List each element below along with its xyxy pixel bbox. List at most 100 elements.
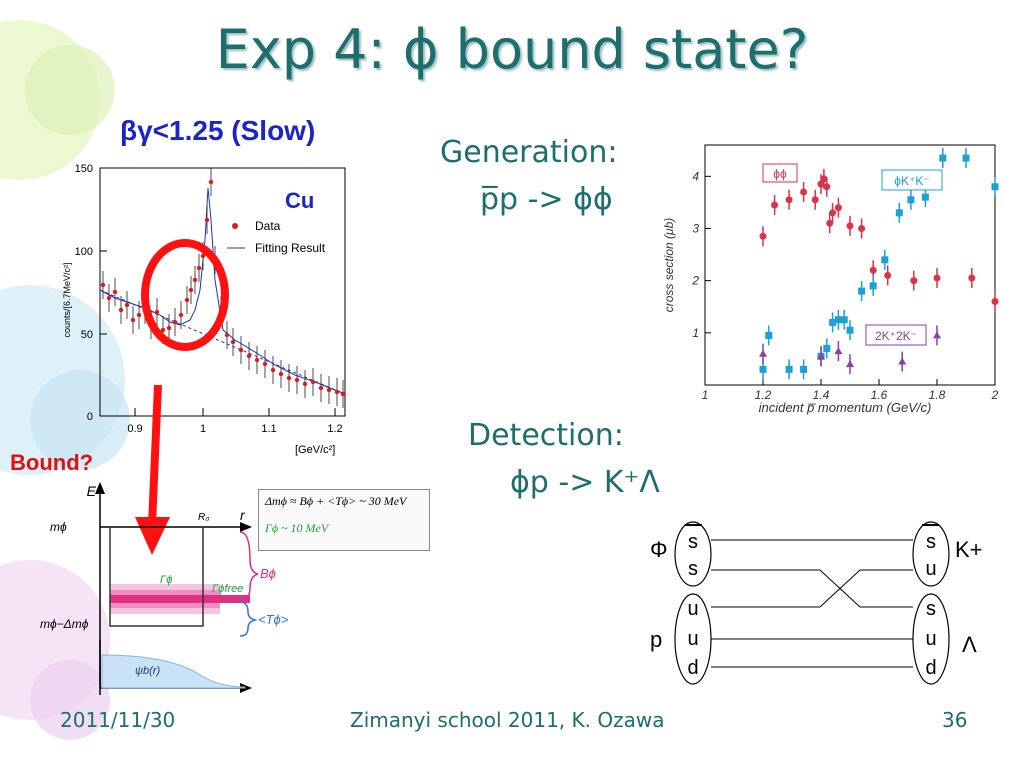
xsec-point-2K2K [817, 352, 825, 360]
legend-phiphi: ϕϕ [773, 167, 787, 181]
background-decoration [0, 20, 130, 740]
xsec-point-phiKK [823, 344, 831, 352]
legend-data: Data [255, 219, 281, 233]
xsec-point-phiKK [991, 183, 999, 191]
kplus-label: K+ [955, 537, 983, 562]
xsec-point-phiphi [834, 204, 842, 212]
bound-label: Bound? [10, 450, 94, 475]
spectrum-data-point [224, 332, 230, 338]
xsec-point-phiKK [962, 154, 970, 162]
phi-particle-label: Φ [650, 537, 668, 562]
xsec-ytick-label: 4 [692, 169, 699, 183]
xsec-point-phiKK [759, 365, 767, 373]
spectrum-data-point [196, 265, 202, 271]
xsec-point-phiphi [771, 201, 779, 209]
xsec-ytick-label: 2 [691, 274, 699, 288]
y-tick-100: 100 [75, 246, 93, 258]
spectrum-data-point [326, 387, 332, 393]
x-tick-0.9: 0.9 [127, 423, 142, 435]
spectrum-data-point [192, 277, 198, 283]
xsec-point-phiKK [800, 365, 808, 373]
label-B-phi: Bϕ [260, 566, 276, 581]
x-tick-1.2: 1.2 [327, 423, 342, 435]
slide-title: Exp 4: ϕ bound state? [215, 18, 809, 81]
label-m-phi: mϕ [50, 520, 67, 534]
xsec-point-2K2K [759, 349, 767, 357]
spectrum-data-point [184, 297, 190, 303]
legend-phiKK: ϕK⁺K⁻ [894, 174, 929, 188]
footer-center: Zimanyi school 2011, K. Ozawa [350, 708, 665, 732]
spectrum-data-point [136, 312, 142, 318]
xsec-point-phiKK [907, 196, 915, 204]
quark-right-s2: s [926, 598, 936, 620]
quark-flow-diagram: s s u u d s u s u d Φ p K+ Λ [650, 521, 983, 685]
xsec-xlabel: incident p̅ momentum (GeV/c) [759, 400, 932, 415]
xsec-point-phiKK [829, 318, 837, 326]
xsec-point-phiKK [840, 316, 848, 324]
spectrum-data-point [270, 367, 276, 373]
xsec-ytick-label: 3 [692, 221, 699, 235]
xsec-point-phiphi [785, 196, 793, 204]
axis-E: E [87, 483, 97, 499]
spectrum-data-point [166, 325, 172, 331]
xsec-point-phiKK [834, 316, 842, 324]
spectrum-data-point [112, 289, 118, 295]
xsec-point-phiKK [846, 326, 854, 334]
xsec-point-phiphi [933, 274, 941, 282]
xsec-point-phiKK [765, 331, 773, 339]
x-tick-1.1: 1.1 [261, 423, 276, 435]
spectrum-data-point [302, 381, 308, 387]
spectrum-data-point [118, 307, 124, 313]
spectrum-data-point [262, 361, 268, 367]
xsec-point-phiKK [785, 365, 793, 373]
xsec-ytick-label: 1 [692, 326, 699, 340]
x-tick-1: 1 [200, 423, 206, 435]
spectrum-data-point [278, 371, 284, 377]
xsec-xtick-label: 1.2 [755, 388, 772, 402]
x-axis-label: [GeV/c²] [295, 444, 335, 456]
xsec-point-phiphi [820, 175, 828, 183]
xsec-point-phiKK [939, 154, 947, 162]
quark-right-u2: u [925, 628, 936, 650]
footer-date: 2011/11/30 [60, 708, 176, 732]
xsec-point-phiphi [800, 188, 808, 196]
generation-reaction: p̅p -> ϕϕ [480, 182, 613, 217]
target-label: Cu [285, 188, 314, 213]
spectrum-data-point [200, 253, 206, 259]
xsec-point-phiKK [858, 287, 866, 295]
cut-label: βγ<1.25 (Slow) [120, 115, 316, 146]
cross-section-plot: 1 1.2 1.4 1.6 1.8 2 1 2 3 4 cross section (μb) in… [662, 144, 999, 415]
xsec-point-phiphi [846, 222, 854, 230]
spectrum-data-point [230, 339, 236, 345]
spectrum-data-point [172, 319, 178, 325]
detection-label: Detection: [468, 418, 624, 453]
spectrum-data-point [124, 302, 130, 308]
spectrum-data-point [318, 385, 324, 391]
xsec-point-phiphi [858, 224, 866, 232]
xsec-point-phiKK [921, 193, 929, 201]
spectrum-data-point [204, 217, 210, 223]
xsec-point-phiphi [759, 232, 767, 240]
xsec-xtick-label: 1.6 [871, 388, 888, 402]
footer-page: 36 [942, 708, 968, 732]
info-box-line1: Δmϕ ≈ Bϕ + <Tϕ> ~ 30 MeV [265, 494, 407, 508]
label-T-phi: <Tϕ> [258, 612, 289, 627]
xsec-point-phiphi [823, 183, 831, 191]
legend-fit: Fitting Result [255, 241, 326, 255]
quark-left-s2: s [688, 558, 698, 580]
xsec-point-phiphi [968, 274, 976, 282]
spectrum-data-point [238, 347, 244, 353]
xsec-ylabel: cross section (μb) [662, 218, 676, 313]
xsec-point-phiKK [895, 209, 903, 217]
xsec-point-phiphi [884, 271, 892, 279]
spectrum-data-point [154, 309, 160, 315]
xsec-point-2K2K [846, 360, 854, 368]
spectrum-data-point [254, 357, 260, 363]
quark-right-d: d [925, 657, 936, 679]
axis-r: r [240, 507, 246, 523]
spectrum-data-point [310, 379, 316, 385]
label-R0: R₀ [198, 512, 209, 523]
quark-right-s1: s [926, 531, 936, 553]
xsec-point-2K2K [898, 357, 907, 365]
spectrum-data-point [208, 179, 214, 185]
